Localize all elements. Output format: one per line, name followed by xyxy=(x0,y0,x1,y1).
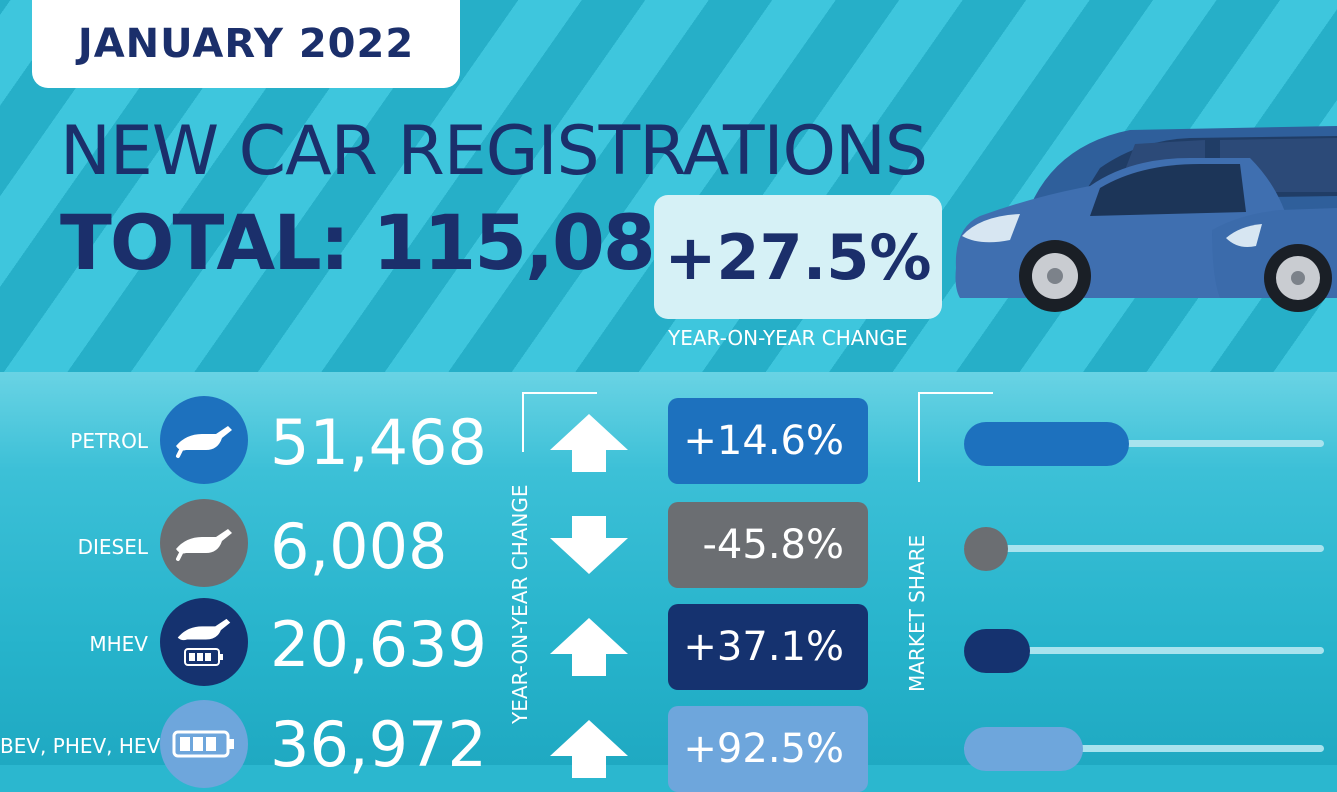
car-illustration xyxy=(955,126,1337,312)
share-track-petrol xyxy=(964,440,1324,447)
fuel-label-electrified: BEV, PHEV, HEV xyxy=(0,734,161,758)
fuel-label-mhev: MHEV xyxy=(89,632,148,656)
share-bracket-side xyxy=(918,392,920,482)
fuel-count-electrified: 36,972 xyxy=(270,708,487,781)
yoy-axis-label: YEAR-ON-YEAR CHANGE xyxy=(508,484,532,724)
share-bar-mhev xyxy=(964,629,1031,673)
yoy-bracket-top xyxy=(522,392,597,394)
fuel-count-diesel: 6,008 xyxy=(270,510,448,583)
change-badge-electrified: +92.5% xyxy=(668,706,868,792)
page-title: NEW CAR REGISTRATIONS xyxy=(60,112,928,191)
change-badge-petrol: +14.6% xyxy=(668,398,868,484)
fuel-pump-icon xyxy=(160,396,248,484)
share-axis-label: MARKET SHARE xyxy=(905,534,929,692)
fuel-label-diesel: DIESEL xyxy=(77,535,148,559)
fuel-pump-battery-icon xyxy=(160,598,248,686)
change-badge-mhev: +37.1% xyxy=(668,604,868,690)
fuel-count-mhev: 20,639 xyxy=(270,608,487,681)
change-value-electrified: +92.5% xyxy=(683,726,844,772)
fuel-count-petrol: 51,468 xyxy=(270,406,487,479)
date-badge: JANUARY 2022 xyxy=(32,0,460,88)
total-registrations: TOTAL: 115,087 xyxy=(60,198,707,287)
change-value-mhev: +37.1% xyxy=(683,624,844,670)
header-panel: JANUARY 2022 NEW CAR REGISTRATIONS TOTAL… xyxy=(0,0,1337,372)
arrow-up-icon xyxy=(550,720,628,778)
share-track-diesel xyxy=(964,545,1324,552)
share-track-mhev xyxy=(964,647,1324,654)
arrow-down-icon xyxy=(550,516,628,574)
change-value-petrol: +14.6% xyxy=(683,418,844,464)
share-bar-petrol xyxy=(964,422,1130,466)
arrow-up-icon xyxy=(550,414,628,472)
share-bar-electrified xyxy=(964,727,1083,771)
total-change-value: +27.5% xyxy=(664,220,932,294)
share-bracket-top xyxy=(918,392,993,394)
fuel-pump-icon xyxy=(160,499,248,587)
share-bar-diesel xyxy=(964,527,1008,571)
fuel-label-petrol: PETROL xyxy=(70,429,148,453)
battery-icon xyxy=(160,700,248,788)
arrow-up-icon xyxy=(550,618,628,676)
yoy-bracket-side xyxy=(522,392,524,452)
change-badge-diesel: -45.8% xyxy=(668,502,868,588)
total-change-badge: +27.5% xyxy=(654,195,942,319)
date-text: JANUARY 2022 xyxy=(77,21,415,67)
change-value-diesel: -45.8% xyxy=(702,522,844,568)
total-change-caption: YEAR-ON-YEAR CHANGE xyxy=(668,326,908,350)
share-track-electrified xyxy=(964,745,1324,752)
